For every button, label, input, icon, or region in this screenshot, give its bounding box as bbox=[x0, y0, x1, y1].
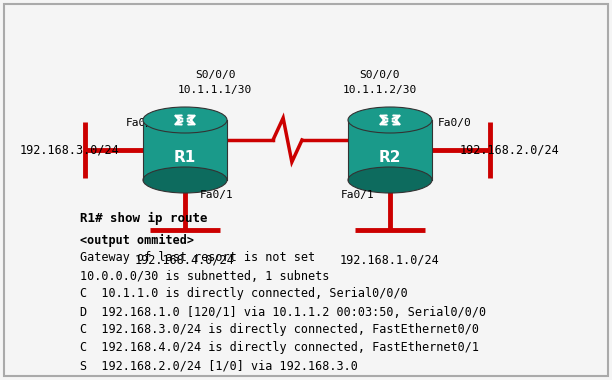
Text: Gateway of last resort is not set: Gateway of last resort is not set bbox=[80, 252, 315, 264]
Ellipse shape bbox=[143, 107, 227, 133]
Ellipse shape bbox=[348, 167, 432, 193]
Text: S0/0/0: S0/0/0 bbox=[195, 70, 235, 80]
Text: 192.168.4.0/24: 192.168.4.0/24 bbox=[135, 253, 235, 266]
Text: R1: R1 bbox=[174, 150, 196, 166]
Ellipse shape bbox=[143, 167, 227, 193]
Text: <output ommited>: <output ommited> bbox=[80, 233, 194, 247]
Text: Fa0/0: Fa0/0 bbox=[126, 118, 160, 128]
Text: 10.1.1.2/30: 10.1.1.2/30 bbox=[343, 85, 417, 95]
Text: 192.168.1.0/24: 192.168.1.0/24 bbox=[340, 253, 440, 266]
Text: Fa0/1: Fa0/1 bbox=[200, 190, 234, 200]
Text: R1# show ip route: R1# show ip route bbox=[80, 211, 207, 225]
Ellipse shape bbox=[348, 107, 432, 133]
Text: R2: R2 bbox=[379, 150, 401, 166]
Bar bbox=[348, 120, 432, 180]
Text: 192.168.3.0/24: 192.168.3.0/24 bbox=[20, 144, 120, 157]
Text: D  192.168.1.0 [120/1] via 10.1.1.2 00:03:50, Serial0/0/0: D 192.168.1.0 [120/1] via 10.1.1.2 00:03… bbox=[80, 306, 486, 318]
Text: C  192.168.4.0/24 is directly connected, FastEthernet0/1: C 192.168.4.0/24 is directly connected, … bbox=[80, 342, 479, 355]
Text: C  192.168.3.0/24 is directly connected, FastEthernet0/0: C 192.168.3.0/24 is directly connected, … bbox=[80, 323, 479, 337]
Text: 10.1.1.1/30: 10.1.1.1/30 bbox=[178, 85, 252, 95]
Text: 192.168.2.0/24: 192.168.2.0/24 bbox=[460, 144, 560, 157]
Text: S  192.168.2.0/24 [1/0] via 192.168.3.0: S 192.168.2.0/24 [1/0] via 192.168.3.0 bbox=[80, 359, 358, 372]
Text: 10.0.0.0/30 is subnetted, 1 subnets: 10.0.0.0/30 is subnetted, 1 subnets bbox=[80, 269, 329, 282]
Text: C  10.1.1.0 is directly connected, Serial0/0/0: C 10.1.1.0 is directly connected, Serial… bbox=[80, 288, 408, 301]
Bar bbox=[143, 120, 227, 180]
Text: Fa0/1: Fa0/1 bbox=[341, 190, 375, 200]
Text: S0/0/0: S0/0/0 bbox=[360, 70, 400, 80]
Text: Fa0/0: Fa0/0 bbox=[438, 118, 472, 128]
